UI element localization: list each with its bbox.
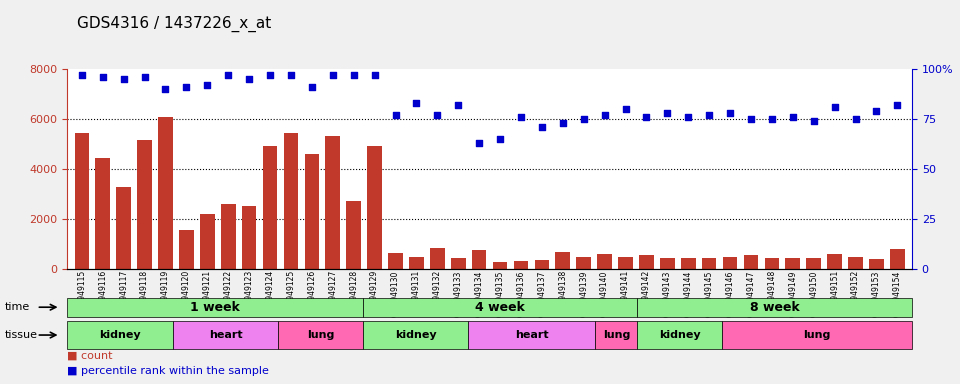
Bar [660,258,675,269]
Point [471,140,487,146]
Bar [535,260,549,269]
Point [492,136,508,142]
Bar [263,147,277,269]
Bar [471,250,487,269]
Bar [514,261,528,269]
Bar [430,248,444,269]
Bar [806,258,821,269]
Bar [368,146,382,269]
Text: 4 week: 4 week [475,301,525,314]
Bar [890,249,904,269]
Text: heart: heart [515,330,549,340]
Point [890,102,905,108]
Point [848,116,863,122]
Bar [388,253,403,269]
Point [722,110,737,116]
Bar [556,252,570,269]
Point [409,100,424,106]
Point [576,116,591,122]
Bar [828,253,842,269]
Point [325,72,341,78]
Text: heart: heart [208,330,243,340]
Point [74,72,89,78]
Bar [681,258,696,269]
Bar [639,255,654,269]
Bar [451,258,466,269]
Point [221,72,236,78]
Text: GDS4316 / 1437226_x_at: GDS4316 / 1437226_x_at [77,15,271,31]
Bar [221,204,235,269]
Point [681,114,696,120]
Point [764,116,780,122]
Text: kidney: kidney [395,330,437,340]
Bar [116,187,131,269]
Bar [180,230,194,269]
Point [702,112,717,118]
Point [430,112,445,118]
Point [618,106,634,112]
Point [514,114,529,120]
Text: lung: lung [307,330,334,340]
Text: kidney: kidney [99,330,141,340]
Text: 8 week: 8 week [750,301,800,314]
Text: tissue: tissue [5,330,37,340]
Point [785,114,801,120]
Point [367,72,382,78]
Bar [137,139,152,269]
Point [283,72,299,78]
Bar [283,132,299,269]
Point [827,104,842,110]
Text: lung: lung [804,330,830,340]
Point [388,112,403,118]
Point [555,120,570,126]
Point [660,110,675,116]
Bar [597,254,612,269]
Bar [75,133,89,269]
Bar [158,117,173,269]
Point [743,116,758,122]
Bar [325,136,340,269]
Point [534,124,549,130]
Text: kidney: kidney [659,330,701,340]
Bar [723,257,737,269]
Point [242,76,257,82]
Point [179,84,194,90]
Point [597,112,612,118]
Bar [492,262,508,269]
Point [116,76,132,82]
Text: ■ percentile rank within the sample: ■ percentile rank within the sample [67,366,269,376]
Point [346,72,361,78]
Point [869,108,884,114]
Point [806,118,822,124]
Bar [409,257,423,269]
Bar [200,214,215,269]
Text: ■ count: ■ count [67,351,112,361]
Bar [744,255,758,269]
Point [137,74,153,80]
Point [450,102,466,108]
Bar [304,154,319,269]
Bar [702,258,716,269]
Text: time: time [5,302,30,312]
Bar [618,257,633,269]
Bar [785,258,800,269]
Text: 1 week: 1 week [190,301,240,314]
Bar [95,158,110,269]
Point [95,74,110,80]
Point [304,84,320,90]
Point [200,82,215,88]
Bar [849,257,863,269]
Point [638,114,654,120]
Point [157,86,173,92]
Bar [242,207,256,269]
Text: lung: lung [603,330,630,340]
Bar [347,202,361,269]
Point [262,72,277,78]
Bar [576,257,591,269]
Bar [869,259,884,269]
Bar [764,258,780,269]
